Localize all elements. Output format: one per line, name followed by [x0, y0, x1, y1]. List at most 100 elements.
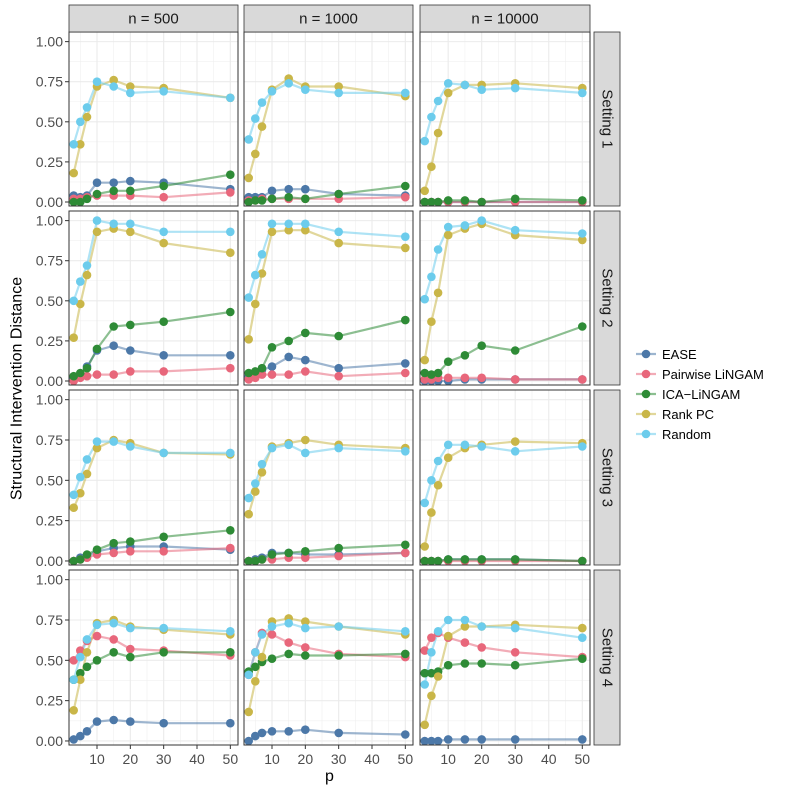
x-tick-label: 40: [364, 751, 380, 767]
data-point-5: [257, 250, 267, 259]
data-point-3: [460, 659, 470, 668]
data-point-1: [109, 715, 118, 725]
data-point-1: [257, 728, 267, 738]
data-point-2: [126, 547, 135, 556]
data-point-4: [301, 225, 310, 235]
y-tick-label: 0.25: [36, 513, 63, 529]
data-point-2: [301, 643, 310, 652]
data-point-5: [76, 117, 85, 127]
data-point-3: [284, 548, 294, 558]
panel-border: [419, 389, 591, 566]
data-point-4: [433, 480, 443, 490]
legend-key-point: [641, 409, 651, 419]
panel-background: [420, 570, 590, 745]
data-point-3: [420, 556, 430, 566]
data-point-3: [251, 367, 260, 376]
data-point-4: [443, 453, 453, 463]
data-point-3: [226, 648, 235, 657]
data-point-3: [69, 371, 78, 381]
strips-layer: n = 500 n = 1000 n = 10000 Setting 1 Setting…: [68, 4, 621, 746]
data-point-5: [477, 442, 487, 451]
data-point-3: [301, 547, 310, 556]
data-point-5: [420, 136, 430, 146]
data-point-3: [301, 194, 310, 204]
data-point-4: [578, 623, 587, 633]
data-point-4: [510, 437, 520, 446]
data-point-5: [251, 270, 260, 280]
x-tick-label: 50: [223, 751, 239, 767]
col-strip-2: [243, 4, 414, 33]
data-point-3: [477, 197, 487, 207]
x-axis-title: p: [325, 768, 334, 785]
legend-label: ICA−LiNGAM: [662, 387, 740, 402]
col-strip-label-2: n = 1000: [299, 11, 358, 28]
data-point-5: [460, 615, 470, 625]
data-point-1: [267, 727, 277, 736]
data-point-5: [159, 623, 168, 633]
panels-layer: [68, 31, 591, 746]
data-point-5: [433, 245, 443, 254]
data-point-3: [244, 197, 253, 207]
data-point-5: [284, 618, 294, 628]
data-point-5: [284, 440, 294, 450]
data-point-5: [69, 296, 78, 306]
data-point-2: [251, 373, 260, 383]
data-point-5: [257, 630, 267, 639]
data-point-3: [257, 363, 267, 373]
legend-key-point: [641, 429, 651, 439]
ticks-layer: 0.00 0.25 0.50 0.75 1.00 0.00 0.25 0.50 0.75 1.00…: [36, 34, 591, 767]
data-point-4: [257, 652, 267, 662]
data-point-3: [267, 343, 277, 352]
data-point-3: [244, 556, 253, 566]
data-point-1: [401, 359, 410, 368]
panel-r1-c1: [68, 31, 239, 207]
data-point-3: [267, 194, 277, 204]
y-tick-label: 0.50: [36, 472, 63, 488]
data-point-3: [578, 556, 587, 566]
data-point-4: [82, 469, 92, 479]
data-point-3: [92, 545, 102, 554]
series-line-4: [247, 229, 406, 340]
data-point-3: [159, 532, 168, 542]
data-point-1: [301, 725, 310, 734]
data-point-5: [109, 219, 118, 229]
legend-label: Pairwise LiNGAM: [662, 367, 764, 382]
data-point-5: [477, 622, 487, 631]
data-point-3: [510, 194, 520, 204]
data-point-5: [427, 648, 436, 657]
data-point-3: [578, 322, 587, 331]
row-strip-label-2: Setting 2: [599, 268, 616, 327]
data-point-1: [420, 736, 430, 746]
data-point-5: [334, 622, 344, 631]
data-point-3: [126, 537, 135, 546]
data-point-5: [69, 675, 78, 684]
data-point-4: [420, 542, 430, 551]
data-point-2: [427, 633, 436, 642]
data-point-3: [126, 186, 135, 196]
data-point-5: [420, 294, 430, 304]
data-point-1: [427, 736, 436, 746]
data-point-4: [427, 508, 436, 517]
panel-border: [243, 569, 414, 746]
data-point-5: [460, 440, 470, 450]
panel-border: [419, 210, 591, 386]
data-point-5: [443, 222, 453, 232]
data-point-5: [69, 140, 78, 149]
panel-r4-c1: [68, 569, 239, 746]
x-tick-label: 20: [298, 751, 314, 767]
data-point-5: [284, 79, 294, 88]
data-point-5: [92, 437, 102, 446]
data-point-3: [334, 189, 344, 199]
data-point-2: [477, 643, 487, 652]
data-point-5: [433, 627, 443, 636]
data-point-4: [251, 487, 260, 496]
data-point-3: [420, 368, 430, 378]
data-point-2: [334, 371, 344, 381]
data-point-5: [301, 85, 310, 94]
data-point-5: [427, 476, 436, 485]
y-tick-label: 0.50: [36, 293, 63, 309]
y-tick-label: 0.75: [36, 253, 63, 269]
data-point-1: [109, 178, 118, 187]
data-point-2: [244, 375, 253, 384]
data-point-4: [420, 720, 430, 730]
